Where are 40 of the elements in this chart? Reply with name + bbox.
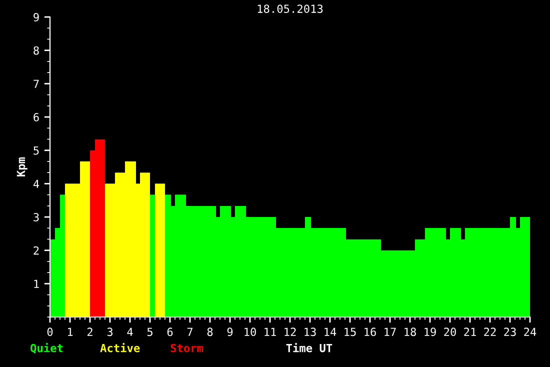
x-tick-label: 8	[207, 328, 213, 336]
x-tick-label: 13	[304, 328, 316, 336]
y-tick-label: 2	[34, 246, 39, 255]
chart-title: 18.05.2013	[258, 4, 323, 13]
x-tick-label: 17	[384, 328, 396, 336]
y-tick-label: 6	[34, 113, 39, 122]
x-axis-title: Time UT	[286, 343, 332, 352]
x-tick-label: 18	[404, 328, 416, 336]
x-tick-label: 16	[364, 328, 376, 336]
x-tick-label: 19	[424, 328, 436, 336]
x-tick-label: 0	[47, 328, 53, 336]
text: Storm	[170, 344, 204, 352]
x-tick-label: 20	[444, 328, 456, 336]
x-tick-label: 23	[504, 328, 516, 336]
y-tick-label: 1	[34, 280, 39, 288]
x-tick-label: 4	[127, 328, 133, 336]
y-axis-title: Kpm	[16, 157, 28, 176]
y-tick-label: 5	[34, 146, 39, 155]
x-tick-label: 9	[227, 328, 233, 336]
x-tick-label: 11	[264, 328, 276, 336]
y-tick-label: 4	[33, 180, 40, 188]
x-tick-label: 10	[244, 328, 256, 336]
x-tick-label: 12	[284, 328, 296, 336]
x-tick-label: 3	[107, 328, 113, 336]
x-tick-label: 15	[344, 328, 356, 336]
x-tick-label: 21	[464, 328, 476, 336]
text: Active	[100, 343, 140, 352]
x-tick-label: 24	[524, 328, 536, 336]
x-tick-label: 2	[87, 328, 92, 336]
x-tick-label: 22	[484, 328, 496, 336]
y-tick-label: 9	[34, 13, 39, 22]
x-tick-label: 14	[324, 328, 336, 336]
x-tick-label: 6	[167, 328, 173, 336]
x-tick-label: 5	[147, 328, 152, 336]
y-tick-label: 3	[34, 213, 39, 222]
y-tick-label: 7	[34, 80, 39, 88]
y-tick-label: 8	[34, 46, 39, 55]
x-tick-label: 7	[187, 328, 193, 336]
text: Quiet	[30, 343, 63, 354]
x-tick-label: 1	[68, 328, 73, 336]
